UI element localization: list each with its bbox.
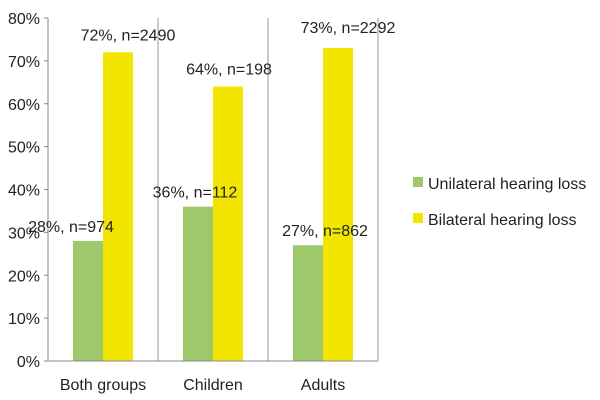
category-label: Both groups xyxy=(60,377,146,394)
category-label: Children xyxy=(183,377,243,394)
legend-label-unilateral: Unilateral hearing loss xyxy=(428,176,586,193)
legend-swatch-unilateral xyxy=(413,177,423,187)
bars xyxy=(73,48,353,362)
y-tick-label: 70% xyxy=(8,54,40,71)
data-label: 36%, n=112 xyxy=(153,185,238,202)
legend-swatch-bilateral xyxy=(413,213,423,223)
data-label: 72%, n=2490 xyxy=(81,27,176,44)
data-label: 64%, n=198 xyxy=(186,62,272,79)
legend: Unilateral hearing loss Bilateral hearin… xyxy=(413,176,586,229)
y-tick-label: 0% xyxy=(17,354,40,371)
y-ticks: 0% 10% 20% 30% 40% 50% 60% 70% 80% xyxy=(8,11,48,371)
y-tick-label: 10% xyxy=(8,311,40,328)
category-dividers xyxy=(157,18,379,361)
bar-unilateral-both-groups xyxy=(73,240,103,361)
y-tick-label: 60% xyxy=(8,97,40,114)
legend-label-bilateral: Bilateral hearing loss xyxy=(428,212,577,229)
data-label: 28%, n=974 xyxy=(28,219,114,236)
y-tick-label: 30% xyxy=(8,225,40,242)
data-labels: 28%, n=974 72%, n=2490 36%, n=112 64%, n=19… xyxy=(28,20,395,240)
y-tick-label: 80% xyxy=(8,11,40,28)
bar-bilateral-both-groups xyxy=(103,52,133,362)
category-label: Adults xyxy=(301,377,345,394)
bar-bilateral-adults xyxy=(323,48,353,361)
data-label: 27%, n=862 xyxy=(282,223,368,240)
bar-bilateral-children xyxy=(213,86,243,361)
y-tick-label: 20% xyxy=(8,268,40,285)
bar-unilateral-adults xyxy=(293,245,323,361)
y-tick-label: 40% xyxy=(8,183,40,200)
data-label: 73%, n=2292 xyxy=(301,20,396,37)
bar-unilateral-children xyxy=(183,206,213,361)
category-labels: Both groups Children Adults xyxy=(60,377,345,394)
y-tick-label: 50% xyxy=(8,140,40,157)
